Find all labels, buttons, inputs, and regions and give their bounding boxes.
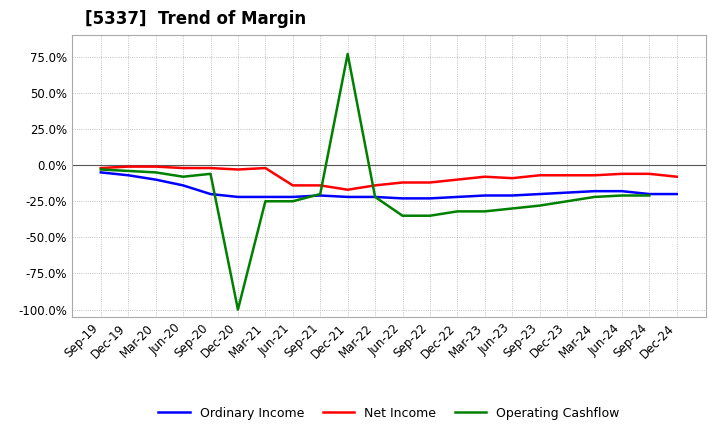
Net Income (371, 183, 379, 188)
Net Income (206, 165, 215, 171)
Operating Cashflow (316, 191, 325, 197)
Operating Cashflow (289, 198, 297, 204)
Ordinary Income (96, 170, 105, 175)
Operating Cashflow (124, 169, 132, 174)
Operating Cashflow (426, 213, 434, 218)
Net Income (563, 172, 572, 178)
Net Income (96, 165, 105, 171)
Net Income (590, 172, 599, 178)
Operating Cashflow (233, 307, 242, 312)
Net Income (398, 180, 407, 185)
Line: Operating Cashflow: Operating Cashflow (101, 54, 649, 310)
Net Income (536, 172, 544, 178)
Net Income (261, 165, 270, 171)
Operating Cashflow (371, 194, 379, 200)
Net Income (672, 174, 681, 180)
Operating Cashflow (563, 198, 572, 204)
Ordinary Income (371, 194, 379, 200)
Operating Cashflow (343, 51, 352, 57)
Ordinary Income (536, 191, 544, 197)
Operating Cashflow (618, 193, 626, 198)
Net Income (508, 176, 516, 181)
Net Income (453, 177, 462, 182)
Net Income (480, 174, 489, 180)
Net Income (426, 180, 434, 185)
Ordinary Income (645, 191, 654, 197)
Operating Cashflow (536, 203, 544, 208)
Net Income (179, 165, 187, 171)
Line: Net Income: Net Income (101, 167, 677, 190)
Ordinary Income (508, 193, 516, 198)
Text: [5337]  Trend of Margin: [5337] Trend of Margin (85, 10, 306, 28)
Operating Cashflow (453, 209, 462, 214)
Operating Cashflow (480, 209, 489, 214)
Net Income (343, 187, 352, 192)
Operating Cashflow (398, 213, 407, 218)
Ordinary Income (672, 191, 681, 197)
Operating Cashflow (508, 206, 516, 211)
Operating Cashflow (151, 170, 160, 175)
Operating Cashflow (179, 174, 187, 180)
Operating Cashflow (590, 194, 599, 200)
Ordinary Income (179, 183, 187, 188)
Ordinary Income (261, 194, 270, 200)
Ordinary Income (590, 188, 599, 194)
Ordinary Income (453, 194, 462, 200)
Ordinary Income (426, 196, 434, 201)
Net Income (289, 183, 297, 188)
Ordinary Income (480, 193, 489, 198)
Ordinary Income (289, 194, 297, 200)
Ordinary Income (206, 191, 215, 197)
Ordinary Income (343, 194, 352, 200)
Operating Cashflow (96, 167, 105, 172)
Net Income (233, 167, 242, 172)
Net Income (645, 171, 654, 176)
Ordinary Income (124, 172, 132, 178)
Operating Cashflow (645, 193, 654, 198)
Operating Cashflow (261, 198, 270, 204)
Legend: Ordinary Income, Net Income, Operating Cashflow: Ordinary Income, Net Income, Operating C… (153, 402, 624, 425)
Net Income (124, 164, 132, 169)
Ordinary Income (398, 196, 407, 201)
Ordinary Income (618, 188, 626, 194)
Ordinary Income (233, 194, 242, 200)
Net Income (316, 183, 325, 188)
Operating Cashflow (206, 171, 215, 176)
Ordinary Income (151, 177, 160, 182)
Ordinary Income (316, 193, 325, 198)
Ordinary Income (563, 190, 572, 195)
Net Income (618, 171, 626, 176)
Line: Ordinary Income: Ordinary Income (101, 172, 677, 198)
Net Income (151, 164, 160, 169)
